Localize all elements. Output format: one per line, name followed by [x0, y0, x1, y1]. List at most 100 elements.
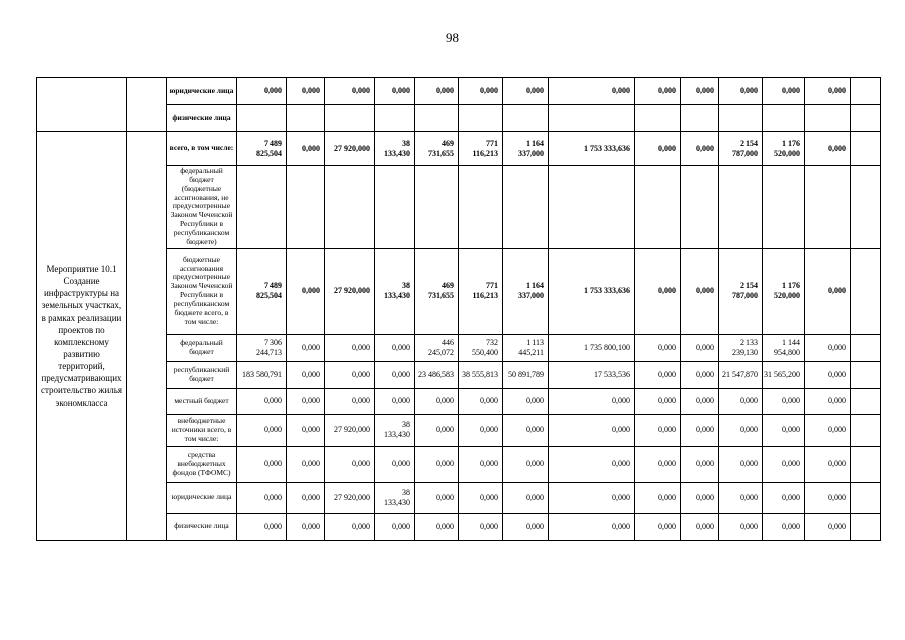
value-cell: 0,000 — [324, 77, 375, 105]
value-cell — [718, 104, 763, 132]
value-cell: 0,000 — [548, 445, 635, 483]
value-cell: 0,000 — [762, 77, 805, 105]
value-cell: 1 753 333,636 — [548, 247, 635, 335]
row-label-cell: физические лица — [166, 104, 237, 132]
row-label-cell: федеральный бюджет (бюджетные ассигнован… — [166, 165, 237, 249]
row-label-cell: республиканский бюджет — [166, 360, 237, 389]
value-cell: 7 306 244,713 — [236, 333, 287, 362]
value-cell: 771 116,213 — [458, 131, 503, 166]
value-cell — [414, 165, 459, 249]
value-cell: 0,000 — [286, 413, 325, 447]
value-cell: 0,000 — [804, 77, 851, 105]
value-cell — [718, 165, 763, 249]
value-cell: 0,000 — [680, 333, 719, 362]
value-cell: 0,000 — [634, 413, 681, 447]
value-cell: 0,000 — [634, 77, 681, 105]
value-cell: 0,000 — [804, 512, 851, 541]
value-cell: 183 580,791 — [236, 360, 287, 389]
value-cell: 0,000 — [236, 481, 287, 514]
value-cell: 1 735 800,100 — [548, 333, 635, 362]
table-row: республиканский бюджет 183 580,791 0,000 0,… — [37, 360, 881, 389]
empty-trailing-cell — [850, 387, 881, 415]
value-cell: 0,000 — [762, 387, 805, 415]
value-cell: 1 176 520,000 — [762, 247, 805, 335]
value-cell: 0,000 — [414, 481, 459, 514]
previous-measure-continuation-label-cell — [36, 77, 127, 132]
row-label-cell: федеральный бюджет — [166, 333, 237, 362]
value-cell: 0,000 — [236, 512, 287, 541]
value-cell: 0,000 — [762, 512, 805, 541]
value-cell: 0,000 — [286, 445, 325, 483]
value-cell: 0,000 — [680, 481, 719, 514]
value-cell: 0,000 — [374, 333, 415, 362]
value-cell: 0,000 — [634, 445, 681, 483]
value-cell: 2 133 239,130 — [718, 333, 763, 362]
value-cell: 7 489 825,504 — [236, 131, 287, 166]
value-cell — [458, 104, 503, 132]
value-cell — [804, 165, 851, 249]
value-cell: 0,000 — [286, 360, 325, 389]
value-cell — [502, 104, 549, 132]
value-cell: 0,000 — [680, 247, 719, 335]
value-cell: 2 154 787,000 — [718, 247, 763, 335]
value-cell — [762, 165, 805, 249]
value-cell: 0,000 — [236, 445, 287, 483]
value-cell: 0,000 — [502, 413, 549, 447]
value-cell: 0,000 — [324, 445, 375, 483]
value-cell: 0,000 — [458, 77, 503, 105]
value-cell: 0,000 — [374, 445, 415, 483]
value-cell — [634, 165, 681, 249]
value-cell: 0,000 — [324, 512, 375, 541]
value-cell: 732 550,400 — [458, 333, 503, 362]
row-label-cell: внебюджетные источники всего, в том числ… — [166, 413, 237, 447]
value-cell — [414, 104, 459, 132]
spacer-cell — [126, 77, 167, 132]
value-cell — [634, 104, 681, 132]
value-cell: 0,000 — [324, 333, 375, 362]
budget-table-body: юридические лица 0,000 0,000 0,000 0,000 0,00… — [36, 77, 881, 541]
value-cell: 27 920,000 — [324, 131, 375, 166]
value-cell: 0,000 — [548, 77, 635, 105]
value-cell: 1 164 337,000 — [502, 131, 549, 166]
value-cell: 0,000 — [634, 512, 681, 541]
value-cell — [324, 165, 375, 249]
value-cell: 27 920,000 — [324, 413, 375, 447]
value-cell: 0,000 — [804, 360, 851, 389]
row-label-cell: юридические лица — [166, 481, 237, 514]
empty-trailing-cell — [850, 481, 881, 514]
value-cell: 0,000 — [458, 512, 503, 541]
row-label-cell: средства внебюджетных фондов (ТФОМС) — [166, 445, 237, 483]
value-cell: 469 731,655 — [414, 131, 459, 166]
table-row: бюджетные ассигнования предусмотренные З… — [37, 247, 881, 335]
table-row: внебюджетные источники всего, в том числ… — [37, 413, 881, 447]
empty-trailing-cell — [850, 413, 881, 447]
value-cell: 0,000 — [762, 413, 805, 447]
value-cell: 7 489 825,504 — [236, 247, 287, 335]
value-cell: 38 133,430 — [374, 413, 415, 447]
value-cell — [804, 104, 851, 132]
value-cell: 469 731,655 — [414, 247, 459, 335]
value-cell: 0,000 — [458, 481, 503, 514]
value-cell: 0,000 — [634, 247, 681, 335]
value-cell: 0,000 — [804, 333, 851, 362]
value-cell: 0,000 — [414, 413, 459, 447]
value-cell: 0,000 — [374, 360, 415, 389]
row-label-cell: местный бюджет — [166, 387, 237, 415]
value-cell: 0,000 — [718, 445, 763, 483]
value-cell — [236, 104, 287, 132]
value-cell: 0,000 — [374, 512, 415, 541]
value-cell — [680, 165, 719, 249]
value-cell — [548, 165, 635, 249]
value-cell: 31 565,200 — [762, 360, 805, 389]
value-cell: 1 113 445,211 — [502, 333, 549, 362]
value-cell: 0,000 — [414, 445, 459, 483]
value-cell: 0,000 — [286, 77, 325, 105]
value-cell: 17 533,536 — [548, 360, 635, 389]
value-cell: 27 920,000 — [324, 247, 375, 335]
value-cell: 0,000 — [414, 77, 459, 105]
value-cell: 0,000 — [804, 445, 851, 483]
value-cell: 1 176 520,000 — [762, 131, 805, 166]
value-cell: 0,000 — [718, 413, 763, 447]
value-cell: 0,000 — [718, 77, 763, 105]
value-cell — [374, 165, 415, 249]
